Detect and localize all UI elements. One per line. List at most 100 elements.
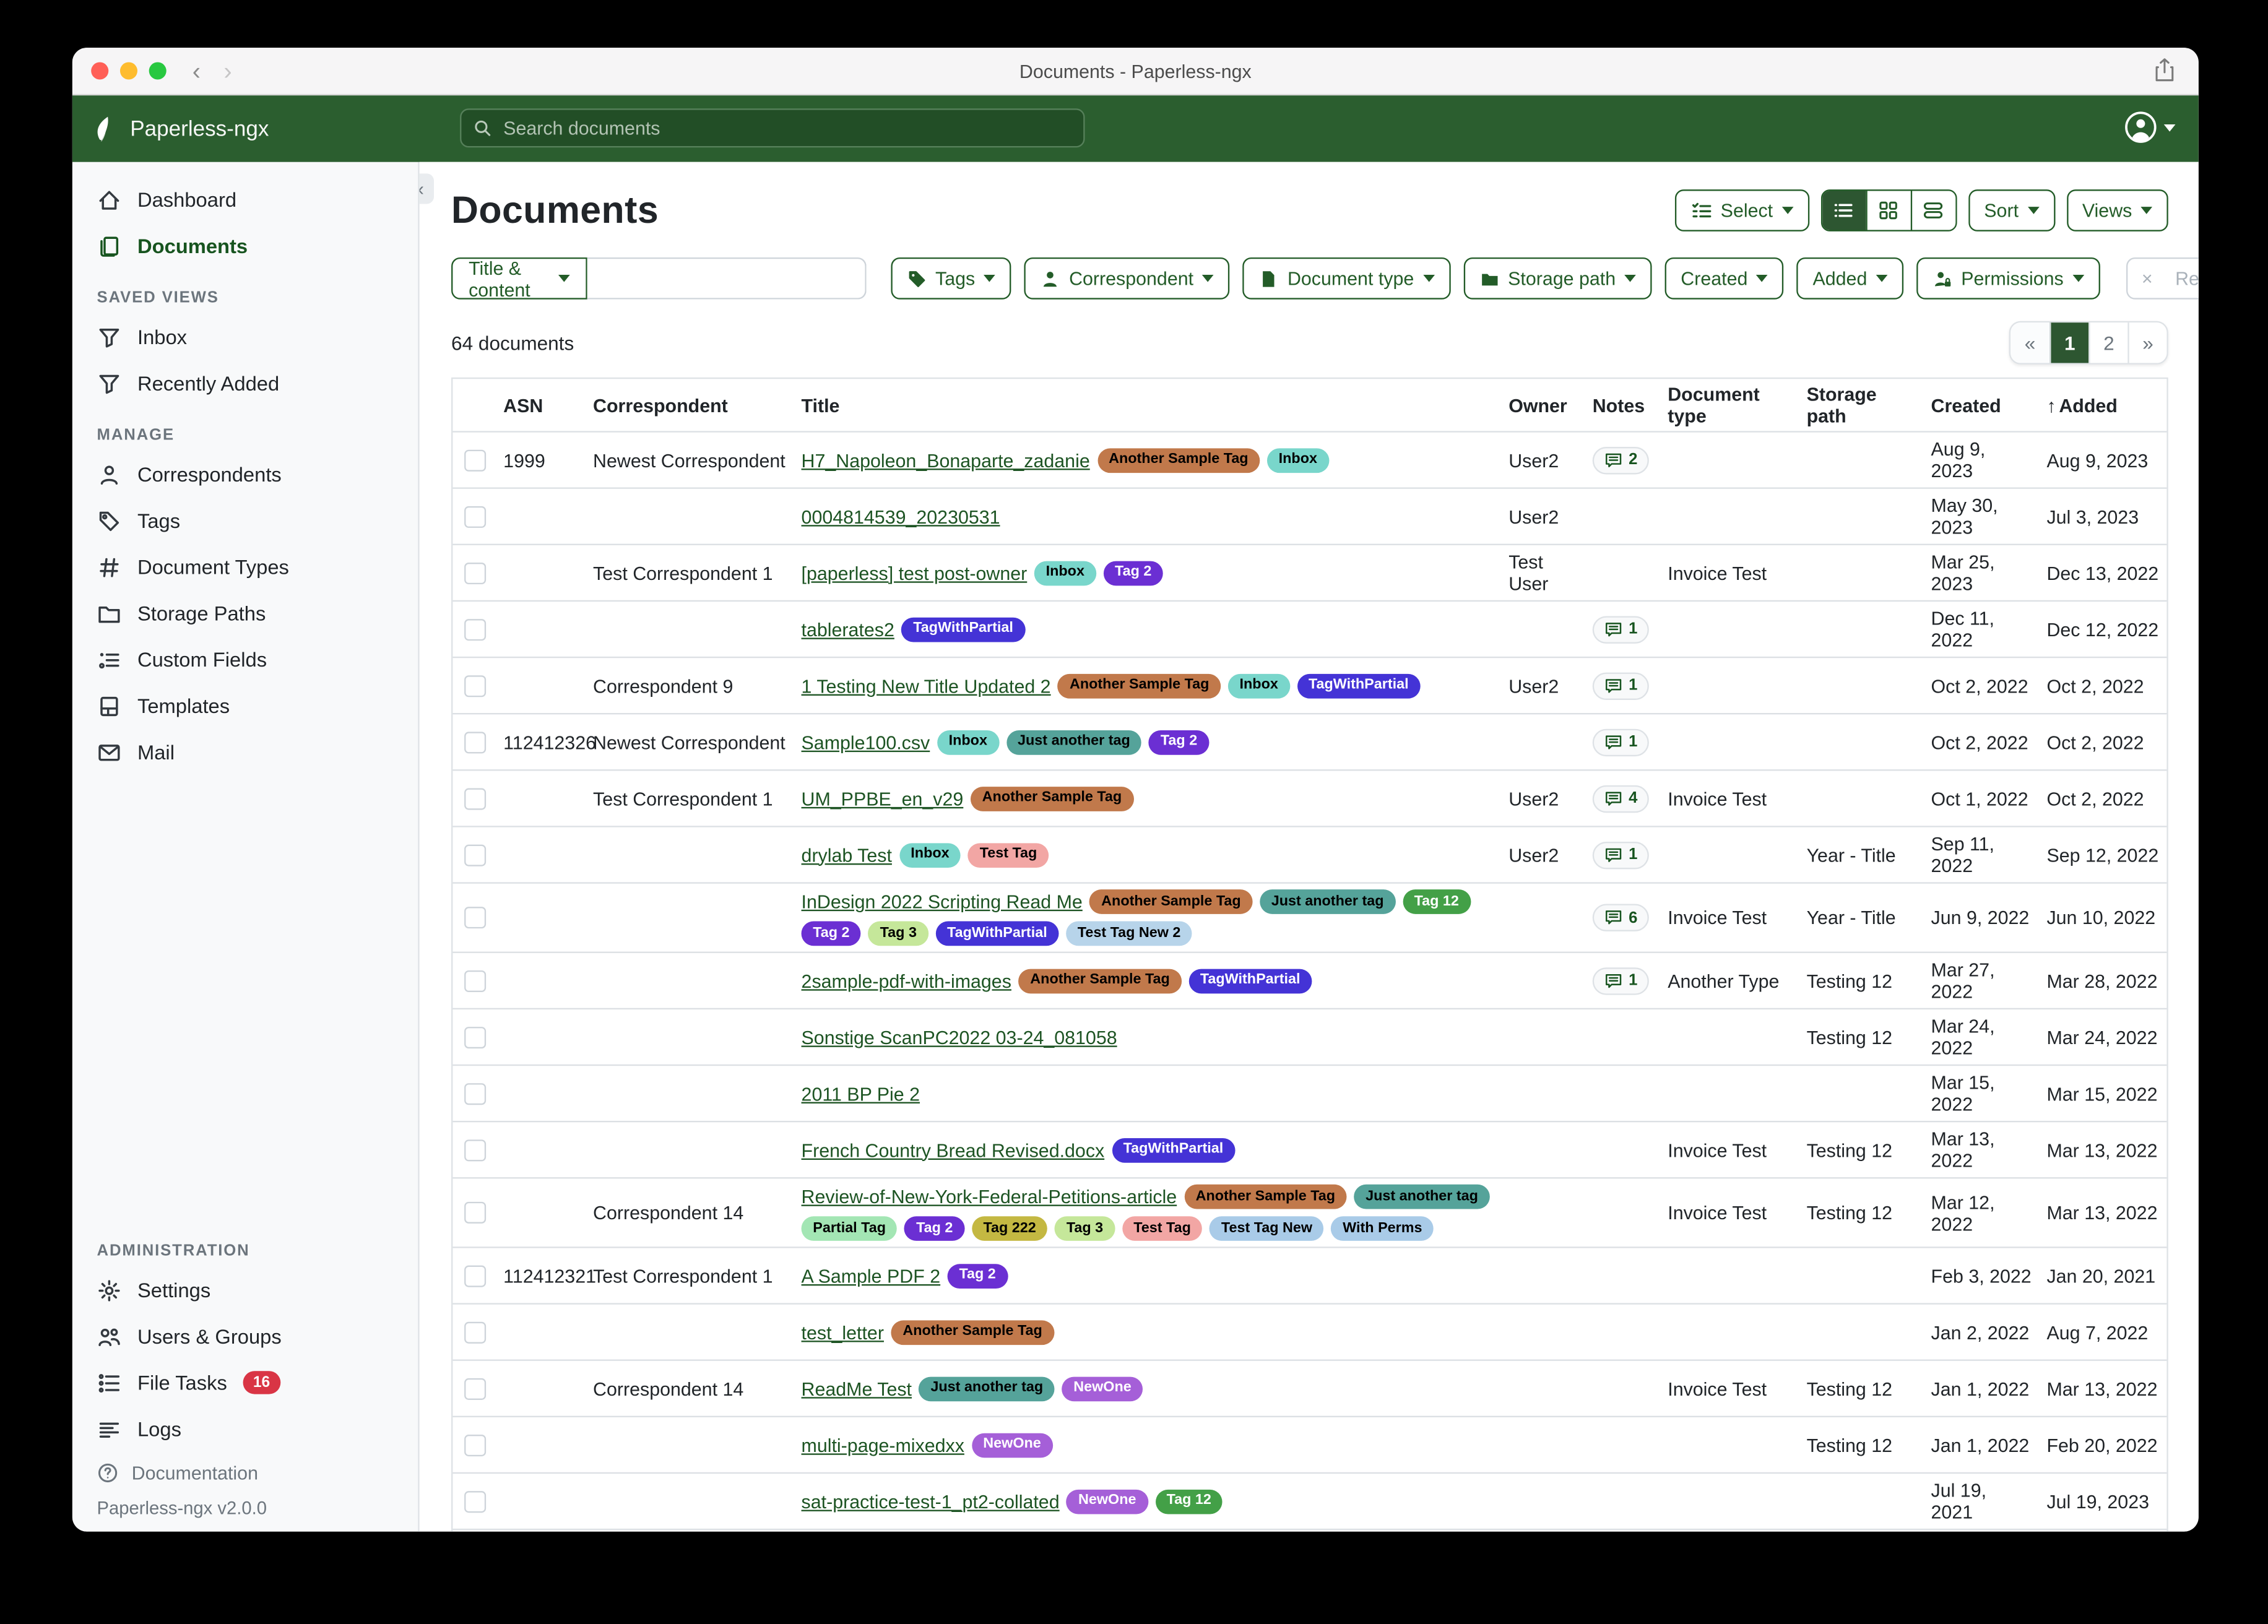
sidebar-item-settings[interactable]: Settings [72,1267,418,1313]
tag-pill[interactable]: Another Sample Tag [891,1320,1054,1344]
tag-pill[interactable]: TagWithPartial [1111,1137,1235,1162]
tag-pill[interactable]: Inbox [1266,447,1329,472]
sidebar-item-storage-paths[interactable]: Storage Paths [72,590,418,636]
tag-pill[interactable]: TagWithPartial [1297,673,1421,698]
sidebar-item-correspondents[interactable]: Correspondents [72,451,418,498]
document-title-link[interactable]: Sample100.csv [801,731,930,753]
notes-badge[interactable]: 1 [1592,728,1650,756]
views-button[interactable]: Views [2066,188,2168,231]
select-button[interactable]: Select [1674,188,1809,231]
tag-pill[interactable]: Just another tag [1260,889,1396,914]
collapse-sidebar-button[interactable]: « [419,173,435,204]
tag-pill[interactable]: Another Sample Tag [1089,889,1253,914]
sidebar-item-recently-added[interactable]: Recently Added [72,360,418,407]
sidebar-item-logs[interactable]: Logs [72,1406,418,1452]
forward-icon[interactable]: › [223,57,232,85]
filter-text-input[interactable] [586,257,866,300]
tag-pill[interactable]: Test Tag [1122,1216,1203,1241]
close-window-button[interactable] [91,62,109,80]
tag-pill[interactable]: TagWithPartial [1188,968,1312,993]
tag-pill[interactable]: Tag 2 [947,1263,1008,1288]
tag-pill[interactable]: Test Tag [968,842,1049,867]
row-checkbox[interactable] [464,1264,487,1287]
document-title-link[interactable]: multi-page-mixedxx [801,1433,964,1456]
tag-pill[interactable]: Just another tag [1354,1184,1490,1209]
tag-pill[interactable]: With Perms [1331,1216,1434,1241]
sidebar-item-documents[interactable]: Documents [72,223,418,269]
column-header-correspondent[interactable]: Correspondent [586,394,794,416]
column-header-added[interactable]: ↑ Added [2040,394,2167,416]
document-title-link[interactable]: [paperless] test post-owner [801,561,1028,584]
share-icon[interactable] [2153,58,2175,82]
tag-pill[interactable]: Just another tag [1006,729,1142,754]
reset-filters-button[interactable]: × Reset filters [2126,257,2199,300]
row-checkbox[interactable] [464,907,487,929]
tag-pill[interactable]: Tag 2 [1149,729,1209,754]
tag-pill[interactable]: Inbox [1227,673,1290,698]
document-type-filter-button[interactable]: Document type [1242,257,1450,300]
tag-pill[interactable]: Tag 3 [1055,1216,1115,1241]
tag-pill[interactable]: Tag 2 [801,921,862,946]
row-checkbox[interactable] [464,675,487,697]
document-title-link[interactable]: test_letter [801,1321,884,1343]
pagination-page-2[interactable]: 2 [2088,322,2128,363]
tag-pill[interactable]: Tag 222 [971,1216,1048,1241]
notes-badge[interactable]: 6 [1592,904,1650,931]
document-title-link[interactable]: ReadMe Test [801,1377,912,1399]
tag-pill[interactable]: NewOne [971,1432,1053,1458]
minimize-window-button[interactable] [119,62,137,80]
row-checkbox[interactable] [464,787,487,810]
tag-pill[interactable]: Another Sample Tag [970,786,1133,811]
tag-pill[interactable]: Tag 12 [1154,1488,1223,1514]
document-title-link[interactable]: 2011 BP Pie 2 [801,1082,920,1105]
sidebar-item-dashboard[interactable]: Dashboard [72,176,418,223]
row-checkbox[interactable] [464,1377,487,1399]
sidebar-item-mail[interactable]: Mail [72,729,418,775]
column-header-storage-path[interactable]: Storage path [1799,383,1924,426]
sidebar-item-users-groups[interactable]: Users & Groups [72,1313,418,1360]
document-title-link[interactable]: tablerates2 [801,618,894,641]
global-search[interactable] [460,108,1085,148]
tag-pill[interactable]: NewOne [1067,1488,1148,1514]
row-checkbox[interactable] [464,1026,487,1048]
notes-badge[interactable]: 1 [1592,672,1650,699]
tag-pill[interactable]: NewOne [1062,1376,1143,1401]
tag-pill[interactable]: Test Tag New [1210,1216,1324,1241]
list-view-button[interactable] [1822,190,1866,230]
row-checkbox[interactable] [464,1201,487,1224]
sidebar-item-inbox[interactable]: Inbox [72,314,418,360]
document-title-link[interactable]: French Country Bread Revised.docx [801,1139,1105,1161]
notes-badge[interactable]: 1 [1592,840,1650,869]
notes-badge[interactable]: 1 [1592,615,1650,643]
documentation-link[interactable]: Documentation [72,1452,418,1492]
permissions-filter-button[interactable]: Permissions [1916,257,2100,300]
document-title-link[interactable]: drylab Test [801,844,892,866]
search-input[interactable] [500,115,1072,140]
tag-pill[interactable]: Tag 2 [1103,560,1164,585]
tag-pill[interactable]: Another Sample Tag [1018,968,1182,993]
column-header-notes[interactable]: Notes [1585,394,1661,416]
tag-pill[interactable]: Partial Tag [801,1216,898,1241]
row-checkbox[interactable] [464,1490,487,1513]
row-checkbox[interactable] [464,505,487,527]
document-title-link[interactable]: 0004814539_20230531 [801,505,1000,527]
tag-pill[interactable]: Just another tag [919,1376,1055,1401]
tag-pill[interactable]: Inbox [1034,560,1096,585]
tag-pill[interactable]: Tag 3 [868,921,928,946]
tag-pill[interactable]: TagWithPartial [901,616,1025,642]
correspondent-filter-button[interactable]: Correspondent [1024,257,1230,300]
added-filter-button[interactable]: Added [1796,257,1903,300]
tags-filter-button[interactable]: Tags [890,257,1011,300]
document-title-link[interactable]: Sonstige ScanPC2022 03-24_081058 [801,1026,1117,1048]
row-checkbox[interactable] [464,731,487,753]
row-checkbox[interactable] [464,844,487,866]
row-checkbox[interactable] [464,618,487,641]
row-checkbox[interactable] [464,969,487,991]
pagination-prev[interactable]: « [2010,322,2050,363]
tag-pill[interactable]: Another Sample Tag [1097,447,1260,472]
tag-pill[interactable]: Tag 12 [1402,889,1471,914]
document-title-link[interactable]: sat-practice-test-1_pt2-collated [801,1490,1060,1513]
document-title-link[interactable]: H7_Napoleon_Bonaparte_zadanie [801,449,1090,471]
row-checkbox[interactable] [464,1082,487,1105]
row-checkbox[interactable] [464,561,487,584]
